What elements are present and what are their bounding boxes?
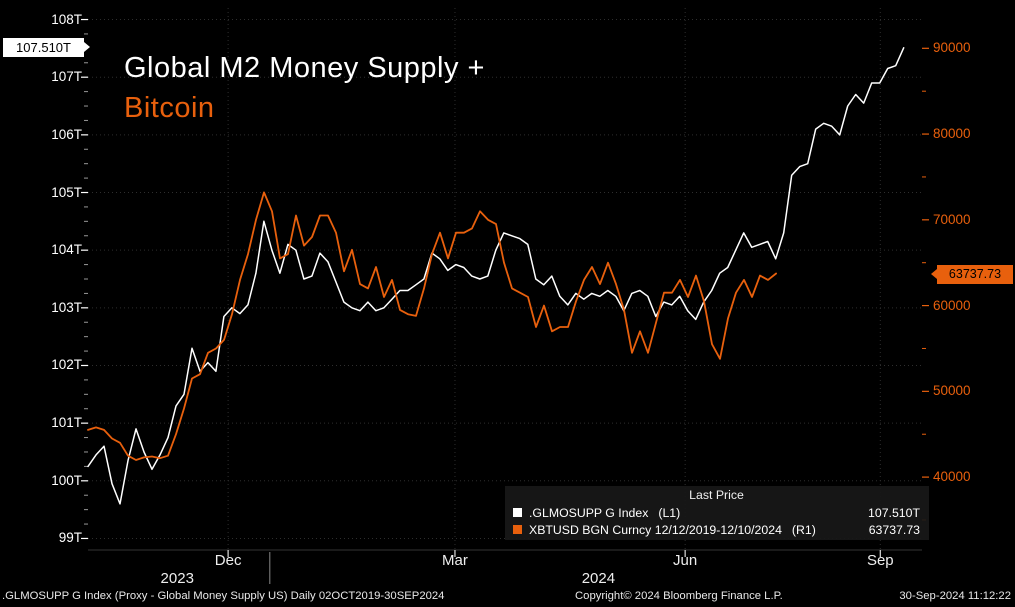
left-axis-tick-label: 102T <box>51 357 82 373</box>
x-axis-month-label: Jun <box>673 552 698 569</box>
right-axis-tick-label: 90000 <box>933 40 971 56</box>
legend-header: Last Price <box>689 488 744 502</box>
legend-item-label: .GLMOSUPP G Index <box>529 505 649 520</box>
x-axis-year-label: 2023 <box>160 570 194 587</box>
footer-bar: .GLMOSUPP G Index (Proxy - Global Money … <box>0 585 1015 607</box>
right-axis-tick-label: 60000 <box>933 297 971 313</box>
right-axis-tick-label: 50000 <box>933 383 971 399</box>
footer-timestamp: 30-Sep-2024 11:12:22 <box>899 590 1011 602</box>
legend-item-axis-tag: (R1) <box>791 522 816 537</box>
legend-item-value: 107.510T <box>868 505 920 520</box>
left-axis-tick-label: 107T <box>51 69 82 85</box>
left-axis-tick-label: 108T <box>51 11 82 27</box>
left-axis-tick-label: 103T <box>51 299 82 315</box>
left-axis-last-value-badge: 107.510T <box>3 37 90 57</box>
chart-title-bitcoin: Bitcoin <box>124 92 215 124</box>
left-axis-tick-label: 99T <box>58 530 82 546</box>
right-axis-tick-label: 80000 <box>933 126 971 142</box>
x-axis-month-label: Sep <box>866 552 894 569</box>
legend-item-label: XBTUSD BGN Curncy 12/12/2019-12/10/2024 <box>529 522 782 537</box>
right-axis-tick-label: 70000 <box>933 211 971 227</box>
glmosupp-series-swatch-icon <box>513 508 522 517</box>
x-axis-month-label: Mar <box>442 552 468 569</box>
x-axis-month-label: Dec <box>214 552 242 569</box>
chart-legend: Last Price .GLMOSUPP G Index (L1) 107.51… <box>505 486 929 540</box>
legend-item-glmosupp[interactable]: .GLMOSUPP G Index (L1) 107.510T <box>513 504 920 521</box>
right-axis-last-value-badge: 63737.73 <box>931 264 1013 284</box>
footer-copyright: Copyright© 2024 Bloomberg Finance L.P. <box>575 590 783 602</box>
left-axis-tick-label: 101T <box>51 415 82 431</box>
left-axis-tick-label: 105T <box>51 184 82 200</box>
left-axis-tick-label: 106T <box>51 126 82 142</box>
chart-title: Global M2 Money Supply + Bitcoin <box>124 52 485 125</box>
left-axis-tick-label: 100T <box>51 472 82 488</box>
left-axis-tick-label: 104T <box>51 242 82 258</box>
legend-item-value: 63737.73 <box>868 522 920 537</box>
legend-item-axis-tag: (L1) <box>658 505 681 520</box>
chart-title-main: Global M2 Money Supply + <box>124 52 485 84</box>
legend-item-xbtusd[interactable]: XBTUSD BGN Curncy 12/12/2019-12/10/2024 … <box>513 521 920 538</box>
footer-security-info: .GLMOSUPP G Index (Proxy - Global Money … <box>2 590 445 602</box>
x-axis-year-label: 2024 <box>581 570 616 587</box>
right-axis-tick-label: 40000 <box>933 469 971 485</box>
xbtusd-series-swatch-icon <box>513 525 522 534</box>
